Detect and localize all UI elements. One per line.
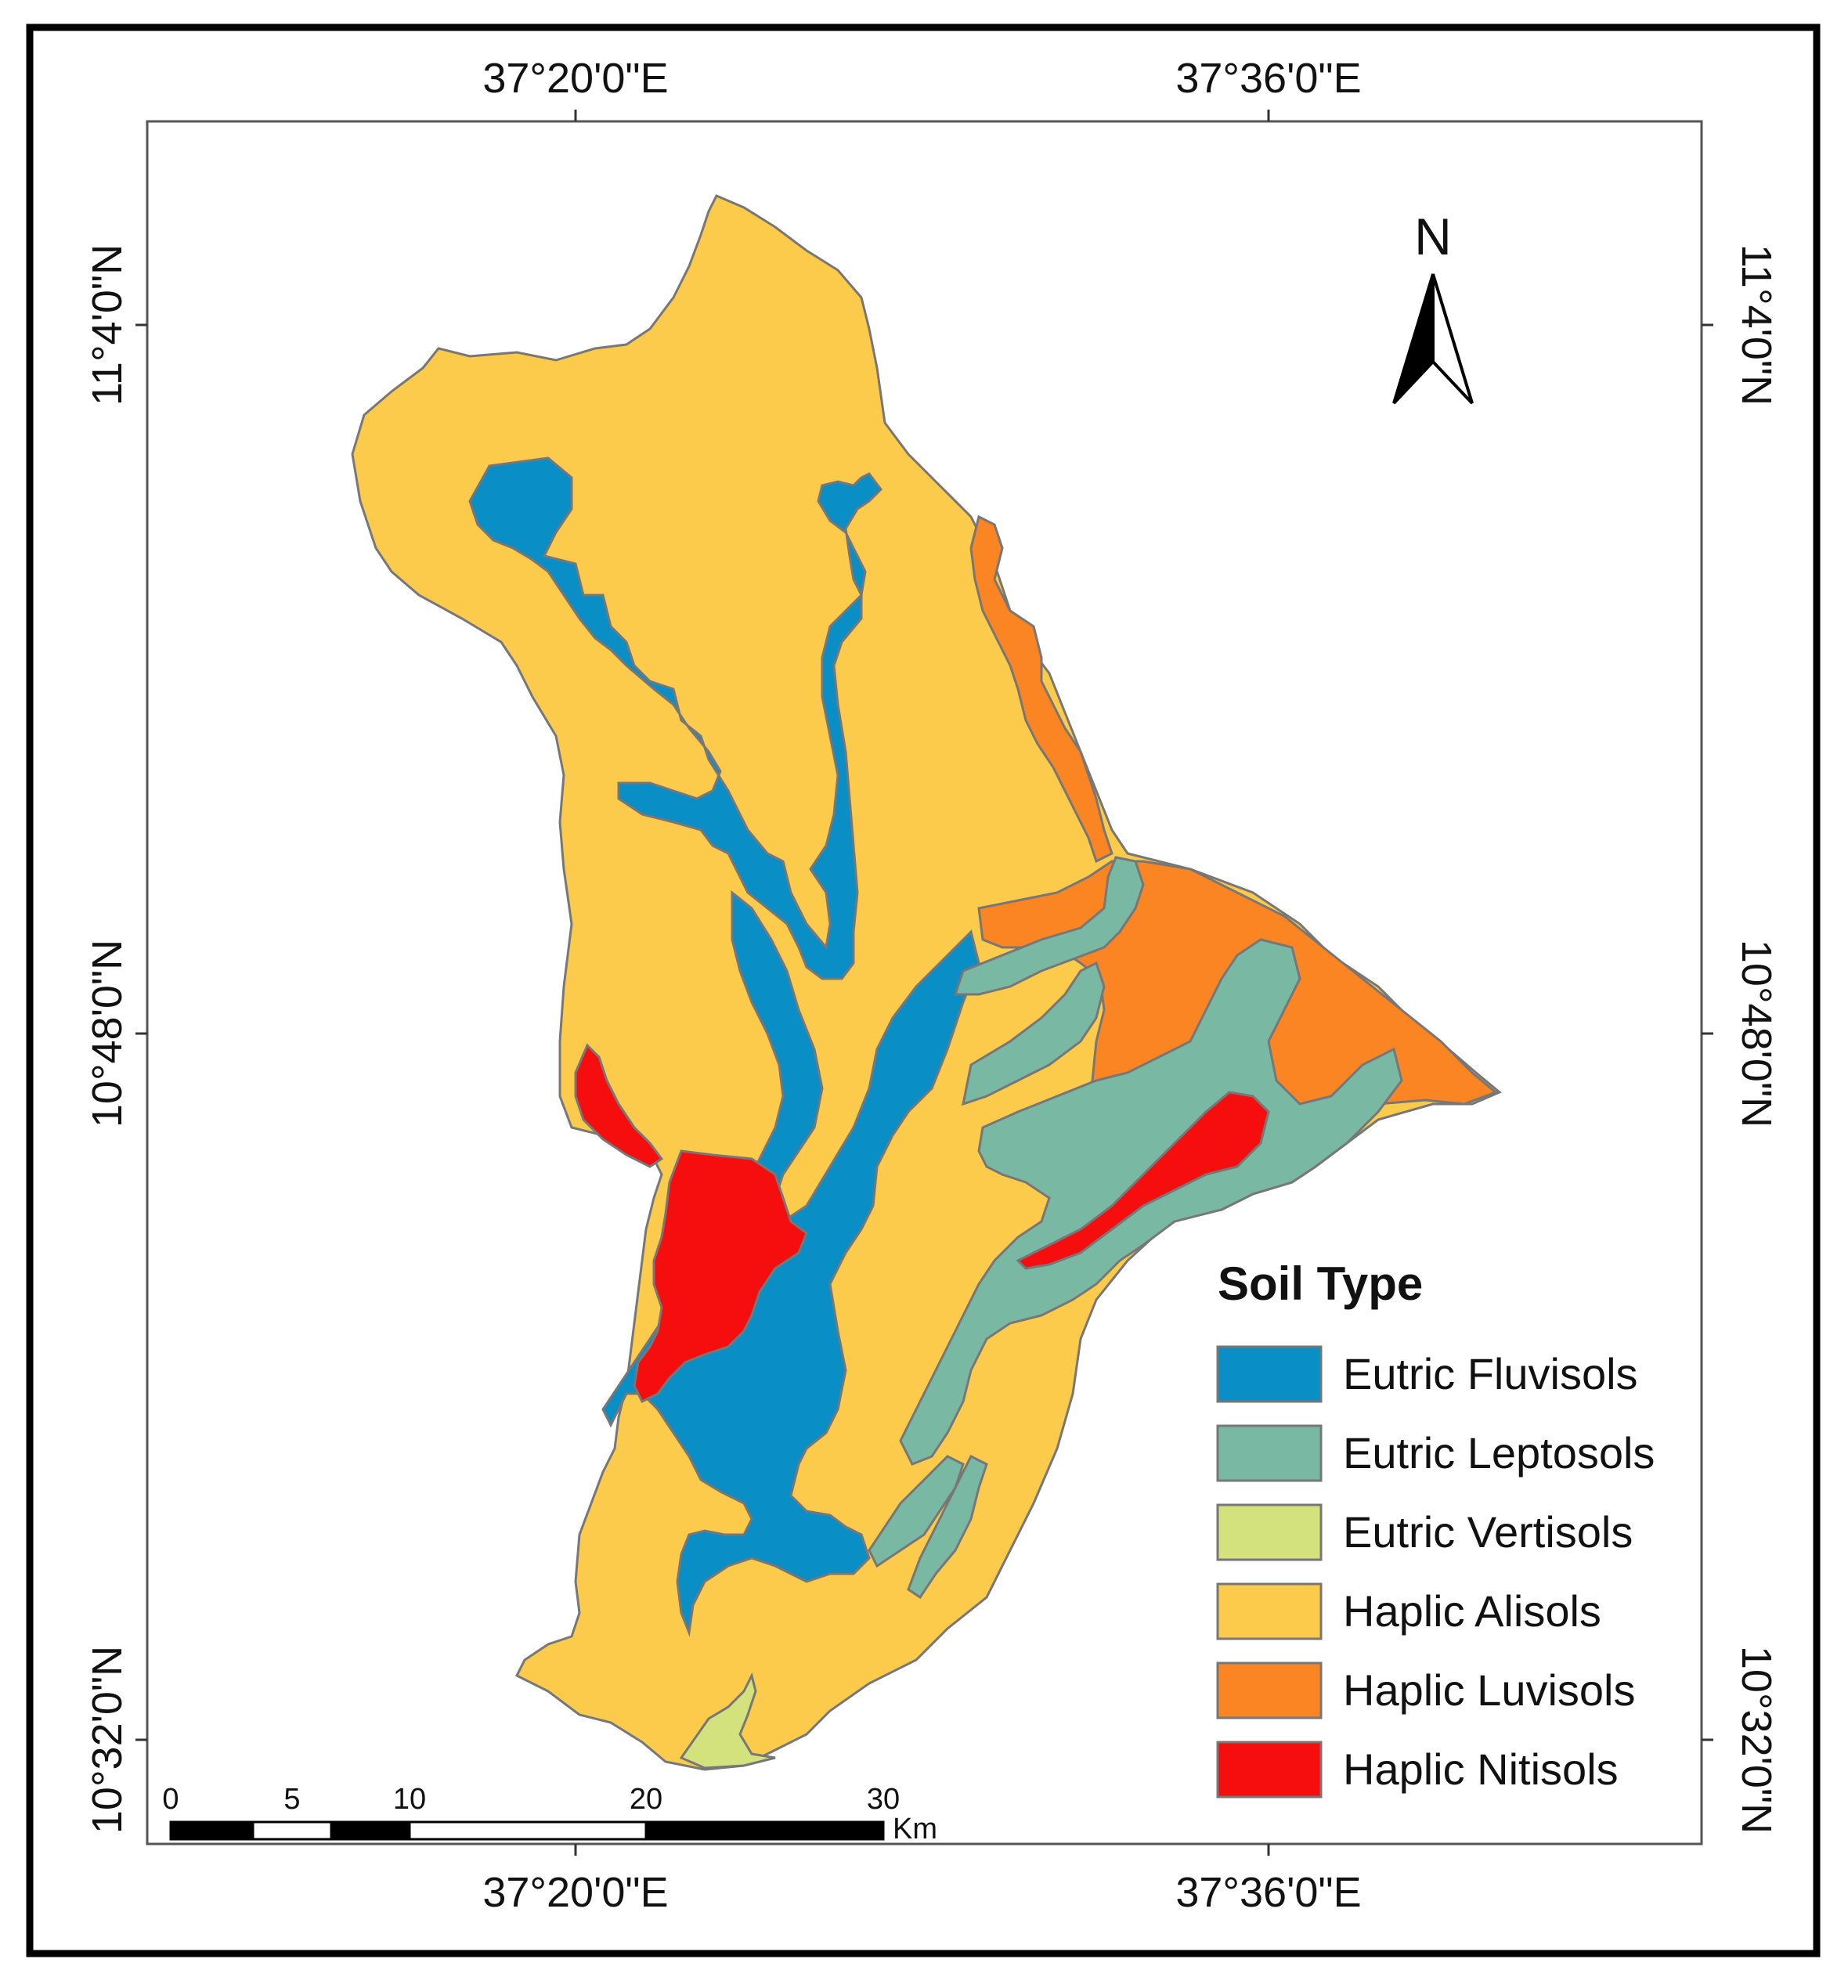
soil-eutric-leptosols-2 (962, 961, 1106, 1106)
legend-label-eutric-leptosols: Eutric Leptosols (1343, 1428, 1655, 1477)
legend-label-eutric-fluvisols: Eutric Fluvisols (1343, 1349, 1638, 1398)
lon-label-top-1: 37°20'0"E (482, 55, 668, 102)
legend-swatch-eutric-leptosols (1216, 1424, 1323, 1482)
scale-seg-4 (408, 1820, 648, 1841)
legend-label-eutric-vertisols: Eutric Vertisols (1343, 1507, 1633, 1557)
soil-eutric-leptosols-4 (868, 1455, 965, 1568)
lat-label-left-1: 11°4'0"N (84, 244, 131, 406)
lat-label-right-1: 11°4'0"N (1733, 244, 1780, 406)
legend-label-haplic-luvisols: Haplic Luvisols (1343, 1665, 1636, 1715)
legend-swatch-eutric-vertisols (1216, 1503, 1323, 1561)
legend-swatch-haplic-nitisols (1216, 1741, 1323, 1799)
scale-tick-20: 20 (630, 1783, 662, 1816)
legend-swatch-haplic-luvisols (1216, 1661, 1323, 1719)
legend-label-haplic-alisols: Haplic Alisols (1343, 1586, 1601, 1636)
legend-title: Soil Type (1218, 1257, 1423, 1310)
north-label: N (1414, 207, 1452, 265)
scale-bar: 0 5 10 20 30 Km (162, 1783, 937, 1845)
lat-label-right-3: 10°32'0"N (1733, 1646, 1780, 1834)
soil-eutric-leptosols-1 (953, 856, 1145, 996)
scale-seg-5 (644, 1820, 885, 1841)
soil-map (351, 194, 1502, 1771)
legend-swatch-haplic-alisols (1216, 1582, 1323, 1640)
scale-tick-5: 5 (283, 1783, 300, 1816)
legend-swatch-eutric-fluvisols (1216, 1345, 1323, 1403)
lon-label-top-2: 37°36'0"E (1175, 55, 1361, 102)
scale-seg-2 (251, 1820, 333, 1841)
lat-label-right-2: 10°48'0"N (1733, 940, 1780, 1127)
scale-seg-1 (169, 1820, 254, 1841)
scale-seg-3 (330, 1820, 411, 1841)
soil-eutric-fluvisols-lower (601, 889, 980, 1637)
scale-unit: Km (893, 1813, 937, 1845)
soil-haplic-luvisols-strip (969, 514, 1113, 864)
legend: Soil Type Eutric Fluvisols Eutric Leptoso… (1216, 1257, 1655, 1799)
scale-tick-30: 30 (867, 1783, 900, 1816)
soil-eutric-leptosols-5 (907, 1454, 988, 1600)
soil-haplic-nitisols-west-large (633, 1149, 808, 1404)
soil-haplic-nitisols-west-small (574, 1043, 664, 1168)
soil-eutric-vertisols (679, 1672, 776, 1770)
soil-haplic-nitisols-east (1016, 1091, 1270, 1270)
lat-label-left-2: 10°48'0"N (84, 940, 131, 1127)
soil-eutric-fluvisols-main (468, 456, 882, 980)
lon-label-bottom-2: 37°36'0"E (1175, 1869, 1361, 1916)
scale-tick-10: 10 (393, 1783, 426, 1816)
lat-label-left-3: 10°32'0"N (84, 1646, 131, 1834)
lon-label-bottom-1: 37°20'0"E (482, 1869, 668, 1916)
graticule-ticks (135, 110, 1713, 1856)
scale-tick-0: 0 (162, 1783, 179, 1816)
north-arrow: N (1392, 207, 1474, 405)
legend-label-haplic-nitisols: Haplic Nitisols (1343, 1744, 1619, 1794)
north-arrow-right-half (1431, 273, 1474, 405)
